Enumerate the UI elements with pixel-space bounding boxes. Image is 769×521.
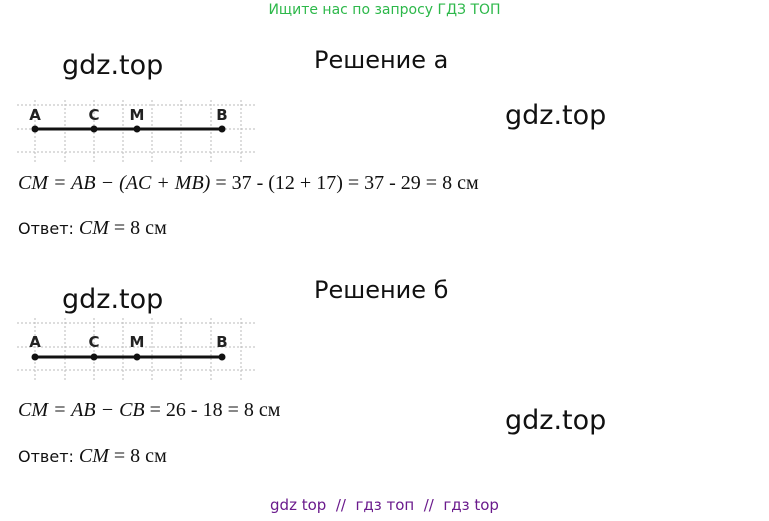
formula-rest: = 37 - (12 + 17) = 37 - 29 = 8 см — [215, 172, 479, 194]
watermark: gdz.top — [62, 50, 164, 81]
answer-rest: = 8 см — [113, 445, 167, 467]
point-label: B — [216, 333, 227, 351]
answer-rest: = 8 см — [113, 217, 167, 239]
footer: gdz top // гдз топ // гдз top — [270, 496, 499, 514]
answer: Ответ: CM = 8 см — [18, 217, 167, 240]
answer-math: CM — [78, 445, 109, 467]
point-label: C — [88, 106, 99, 124]
formula: CM = AB − CB = 26 - 18 = 8 см — [18, 399, 280, 422]
point-label: A — [29, 333, 41, 351]
answer: Ответ: CM = 8 см — [18, 445, 167, 468]
formula-math: CM = AB − CB — [18, 399, 145, 421]
watermark: gdz.top — [505, 100, 607, 131]
formula-rest: = 26 - 18 = 8 см — [149, 399, 281, 421]
point-label: M — [130, 106, 145, 124]
section-title: Решение а — [314, 46, 449, 74]
formula-math: CM = AB − (AC + MB) — [18, 172, 211, 194]
formula: CM = AB − (AC + MB) = 37 - (12 + 17) = 3… — [18, 172, 479, 195]
diagram: A C M B — [17, 318, 255, 380]
watermark: gdz.top — [62, 284, 164, 315]
point-label: C — [88, 333, 99, 351]
answer-label: Ответ: — [18, 219, 74, 238]
header: Ищите нас по запросу ГДЗ ТОП — [268, 2, 501, 18]
watermark: gdz.top — [505, 405, 607, 436]
answer-label: Ответ: — [18, 447, 74, 466]
point-label: M — [130, 333, 145, 351]
diagram: A C M B — [17, 100, 255, 162]
section-title: Решение б — [314, 276, 449, 304]
point-label: B — [216, 106, 227, 124]
point-label: A — [29, 106, 41, 124]
answer-math: CM — [78, 217, 109, 239]
